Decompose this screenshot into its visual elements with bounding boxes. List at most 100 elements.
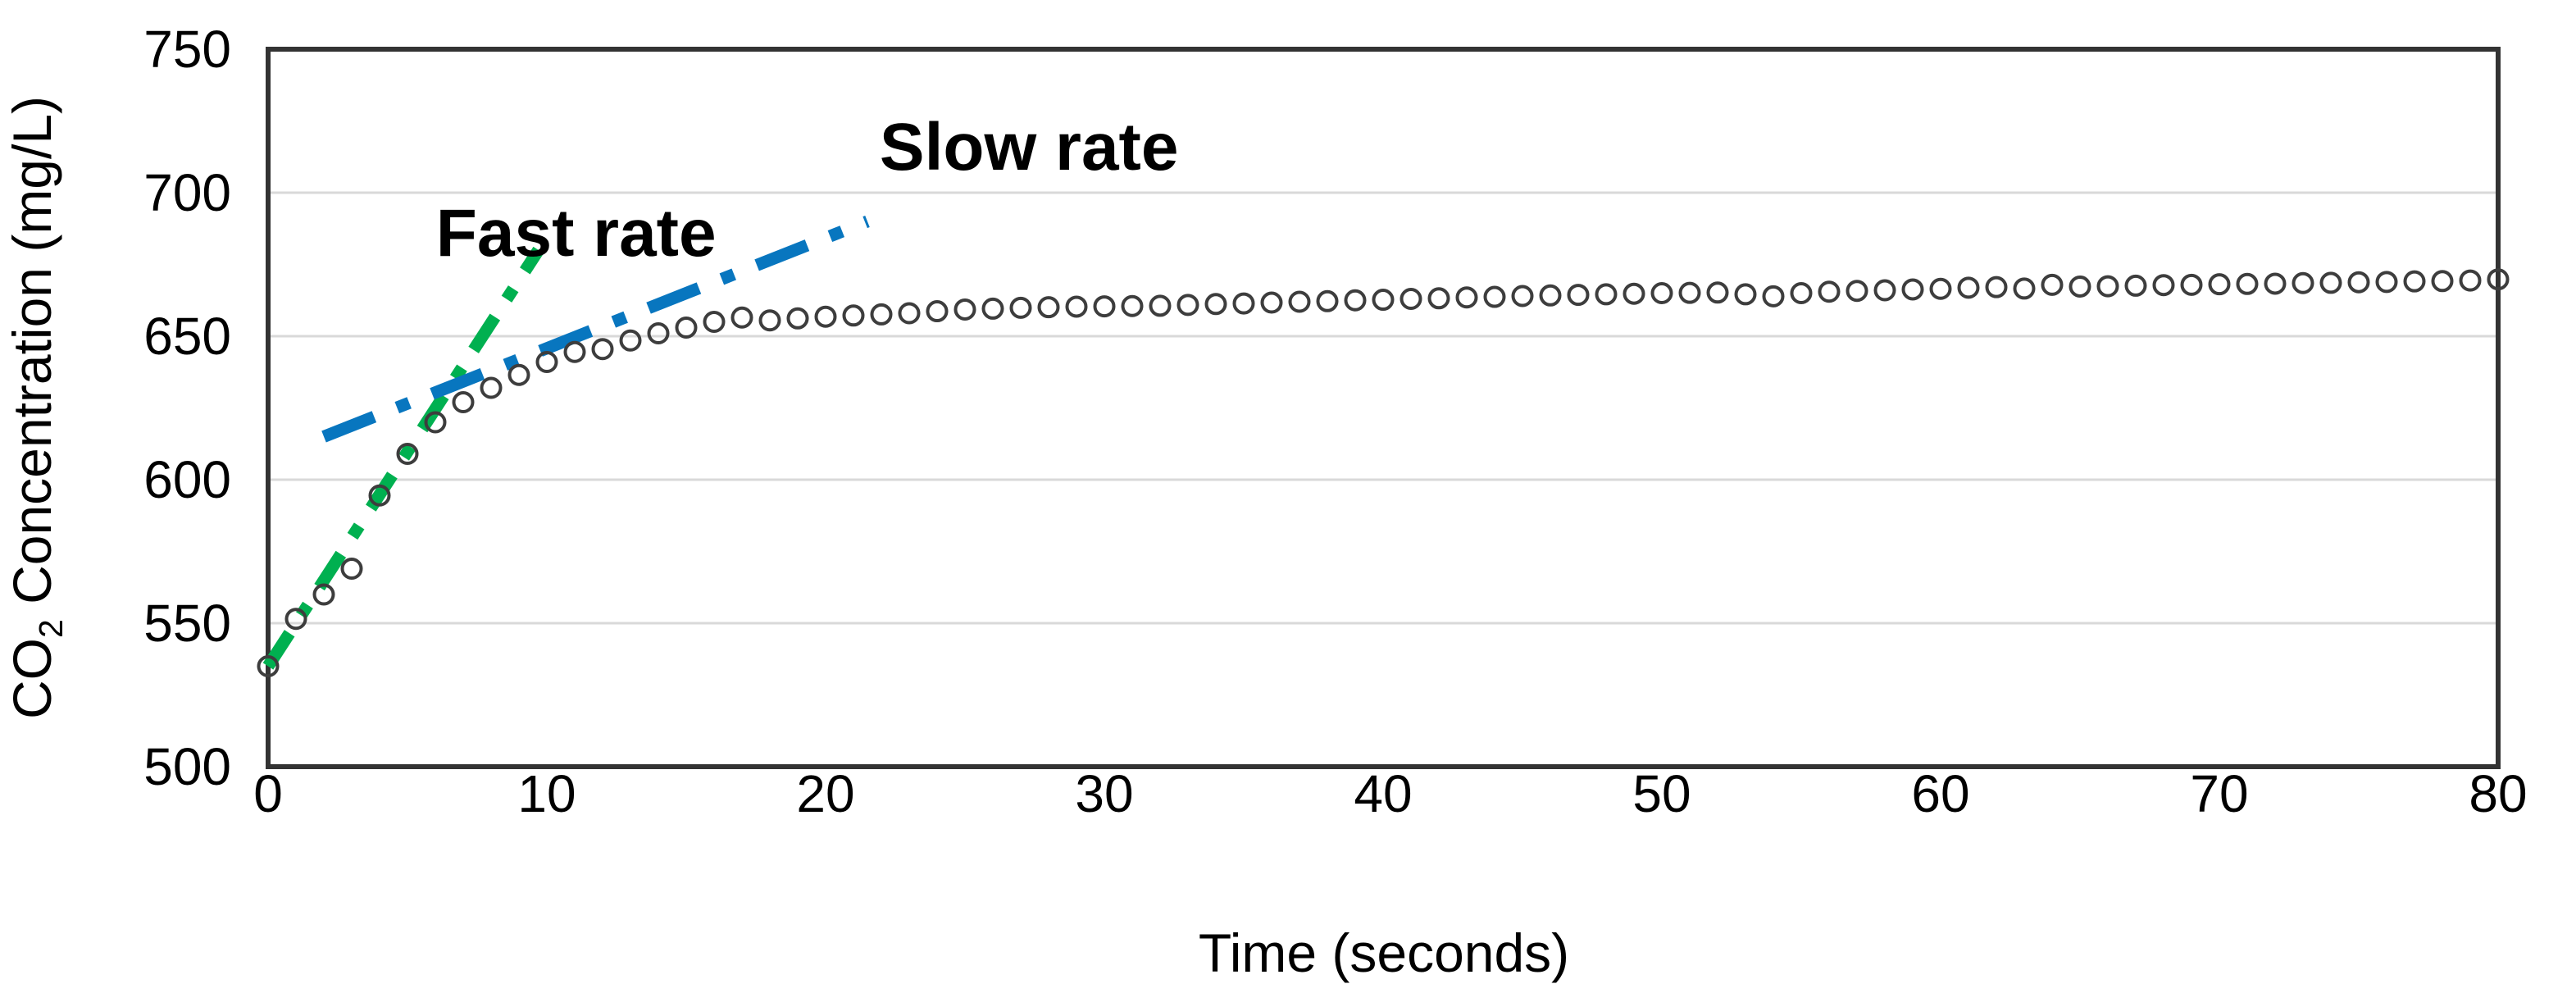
y-tick-label-650: 650 [143, 307, 231, 366]
data-point [1734, 283, 1757, 306]
data-point [284, 608, 307, 631]
data-point [1985, 276, 2008, 298]
data-point [1232, 292, 1255, 315]
data-point [814, 305, 837, 328]
data-point [424, 411, 447, 434]
x-tick-label-0: 0 [253, 764, 283, 823]
trend-lines [262, 216, 870, 670]
data-point [1539, 284, 1562, 307]
data-point [1706, 281, 1729, 304]
data-point [452, 391, 475, 413]
data-point [2375, 271, 2398, 294]
data-point [1427, 287, 1450, 310]
x-tick-label-30: 30 [1075, 764, 1133, 823]
data-point [2152, 274, 2175, 297]
data-point [2236, 272, 2259, 295]
data-point [1093, 295, 1116, 318]
data-point [535, 351, 558, 373]
data-point [1260, 291, 1283, 314]
data-point [2459, 269, 2482, 292]
x-tick-label-50: 50 [1632, 764, 1691, 823]
data-point [1650, 282, 1673, 304]
data-point [953, 298, 976, 321]
data-point [2264, 272, 2287, 295]
data-point [312, 583, 335, 606]
data-point [480, 376, 503, 399]
data-point [2319, 271, 2342, 294]
data-point [1846, 280, 1868, 303]
data-point [730, 306, 753, 329]
data-point [1929, 277, 1952, 300]
data-point [2180, 273, 2203, 296]
data-point [1455, 286, 1478, 309]
x-tick-label-60: 60 [1911, 764, 1969, 823]
plot-border [266, 47, 2501, 769]
data-point [898, 302, 921, 325]
y-tick-label-550: 550 [143, 594, 231, 653]
y-tick-label-750: 750 [143, 20, 231, 79]
data-point [1121, 294, 1144, 317]
data-point [1957, 276, 1980, 299]
data-point [870, 303, 893, 326]
y-axis-title: CO2 Concentration (mg/L) [2, 96, 70, 719]
data-point [758, 309, 781, 332]
data-point [1400, 288, 1422, 310]
slow-rate-label: Slow rate [880, 110, 1179, 184]
data-point [2208, 273, 2231, 296]
data-point [1344, 289, 1367, 312]
y-axis-tick-labels: 500 550 600 650 700 750 [143, 20, 231, 796]
data-point [1316, 289, 1339, 312]
data-point [1065, 295, 1088, 318]
data-point [1790, 282, 1813, 304]
data-point [396, 443, 419, 465]
data-point [1149, 294, 1172, 317]
data-point [1204, 293, 1227, 316]
data-point [647, 322, 670, 344]
data-point [1901, 278, 1924, 301]
data-point [1818, 280, 1841, 303]
data-point [507, 363, 530, 386]
data-point [1595, 283, 1618, 306]
x-tick-label-80: 80 [2469, 764, 2527, 823]
data-point [1037, 296, 1060, 319]
data-point [2124, 274, 2147, 297]
data-point [842, 304, 865, 327]
data-point [1567, 284, 1590, 307]
data-point [675, 317, 698, 339]
y-tick-label-600: 600 [143, 450, 231, 509]
data-point [1678, 281, 1701, 304]
data-point [1288, 290, 1311, 313]
data-point [2041, 273, 2064, 296]
data-point [563, 340, 586, 363]
data-point [1762, 285, 1785, 307]
data-point [926, 300, 949, 323]
data-point [786, 307, 809, 330]
y-tick-label-500: 500 [143, 737, 231, 796]
slow-rate-tangent-line [321, 216, 870, 443]
data-point [981, 297, 1004, 320]
data-point [2096, 275, 2119, 298]
fast-rate-label: Fast rate [436, 196, 717, 271]
data-point [2013, 277, 2036, 300]
data-point [2431, 270, 2454, 293]
data-points [257, 268, 2510, 677]
data-point [1372, 289, 1395, 312]
x-axis-title: Time (seconds) [1199, 922, 1569, 983]
data-point [591, 338, 614, 361]
data-point [1009, 296, 1032, 319]
plot-area-border [266, 47, 2501, 769]
data-point [1873, 279, 1896, 302]
data-point [2487, 268, 2510, 291]
x-tick-label-70: 70 [2190, 764, 2248, 823]
fast-rate-tangent-line [262, 246, 544, 670]
data-point [619, 329, 642, 352]
data-point [1176, 294, 1199, 317]
data-point [340, 558, 363, 580]
x-tick-label-20: 20 [796, 764, 854, 823]
data-point [257, 655, 280, 677]
x-tick-label-10: 10 [517, 764, 576, 823]
data-point [1623, 282, 1645, 305]
data-point [2069, 275, 2091, 298]
